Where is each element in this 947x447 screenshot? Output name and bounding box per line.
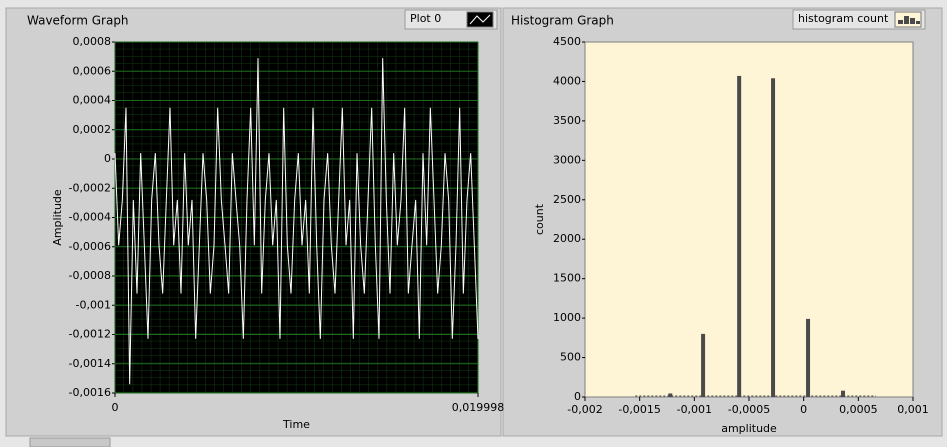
y-tick-label: 0 bbox=[104, 152, 111, 165]
x-tick-label: -0,0005 bbox=[728, 403, 770, 416]
x-axis-label: amplitude bbox=[721, 422, 777, 435]
y-tick-label: 3000 bbox=[553, 153, 581, 166]
y-tick-label: -0,0014 bbox=[69, 357, 111, 370]
y-axis-label: Amplitude bbox=[51, 189, 64, 246]
y-tick-label: -0,0002 bbox=[69, 181, 111, 194]
y-tick-label: 4500 bbox=[553, 35, 581, 48]
histogram-bar bbox=[806, 318, 811, 397]
y-tick-label: 0,0006 bbox=[73, 64, 112, 77]
graph-title: Histogram Graph bbox=[511, 14, 614, 28]
histogram-bar bbox=[668, 393, 673, 397]
y-tick-label: 0,0004 bbox=[73, 94, 112, 107]
x-tick-label: 0,019998 bbox=[452, 401, 505, 414]
y-tick-label: 4000 bbox=[553, 74, 581, 87]
histogram-bar bbox=[771, 78, 776, 398]
y-tick-label: 2500 bbox=[553, 193, 581, 206]
legend-label: Plot 0 bbox=[410, 12, 441, 25]
histogram-bar bbox=[737, 75, 742, 397]
y-tick-label: 3500 bbox=[553, 114, 581, 127]
y-tick-label: 1500 bbox=[553, 272, 581, 285]
waveform-line bbox=[114, 58, 479, 385]
x-tick-label: 0,0005 bbox=[839, 403, 878, 416]
plot-area bbox=[584, 41, 914, 398]
y-tick-label: -0,0006 bbox=[69, 240, 111, 253]
legend-box bbox=[792, 9, 926, 30]
x-tick-label: -0,0015 bbox=[618, 403, 660, 416]
x-tick-label: 0 bbox=[800, 403, 807, 416]
y-tick-label: -0,0004 bbox=[69, 211, 111, 224]
histogram-graph: Histogram Graph 0 500 1000 1500 2000 2500 3000 3… bbox=[511, 9, 929, 435]
y-tick-label: -0,0016 bbox=[69, 386, 111, 399]
x-axis-label: Time bbox=[282, 418, 310, 431]
y-axis-label: count bbox=[533, 203, 546, 235]
y-tick-label: -0,0012 bbox=[69, 328, 111, 341]
y-tick-label: 0,0002 bbox=[73, 123, 112, 136]
x-tick-label: -0,001 bbox=[677, 403, 712, 416]
y-tick-label: -0,001 bbox=[76, 298, 111, 311]
y-tick-label: -0,0008 bbox=[69, 269, 111, 282]
legend-label: histogram count bbox=[798, 12, 889, 25]
waveform-graph: Waveform Graph0,00080,00060,00040,00020-… bbox=[27, 9, 505, 431]
y-tick-label: 0,0008 bbox=[73, 35, 112, 48]
x-tick-label: 0,001 bbox=[897, 403, 929, 416]
x-tick-label: -0,002 bbox=[567, 403, 602, 416]
y-tick-label: 1000 bbox=[553, 311, 581, 324]
x-tick-label: 0 bbox=[112, 401, 119, 414]
tab[interactable] bbox=[29, 437, 111, 447]
histogram-bar bbox=[841, 390, 846, 397]
graph-title: Waveform Graph bbox=[27, 14, 129, 28]
legend-bars bbox=[898, 16, 920, 24]
histogram-bar bbox=[701, 333, 706, 397]
legend-line bbox=[469, 14, 491, 25]
y-tick-label: 500 bbox=[560, 351, 581, 364]
y-tick-label: 2000 bbox=[553, 232, 581, 245]
y-tick-label: 0 bbox=[574, 390, 581, 403]
